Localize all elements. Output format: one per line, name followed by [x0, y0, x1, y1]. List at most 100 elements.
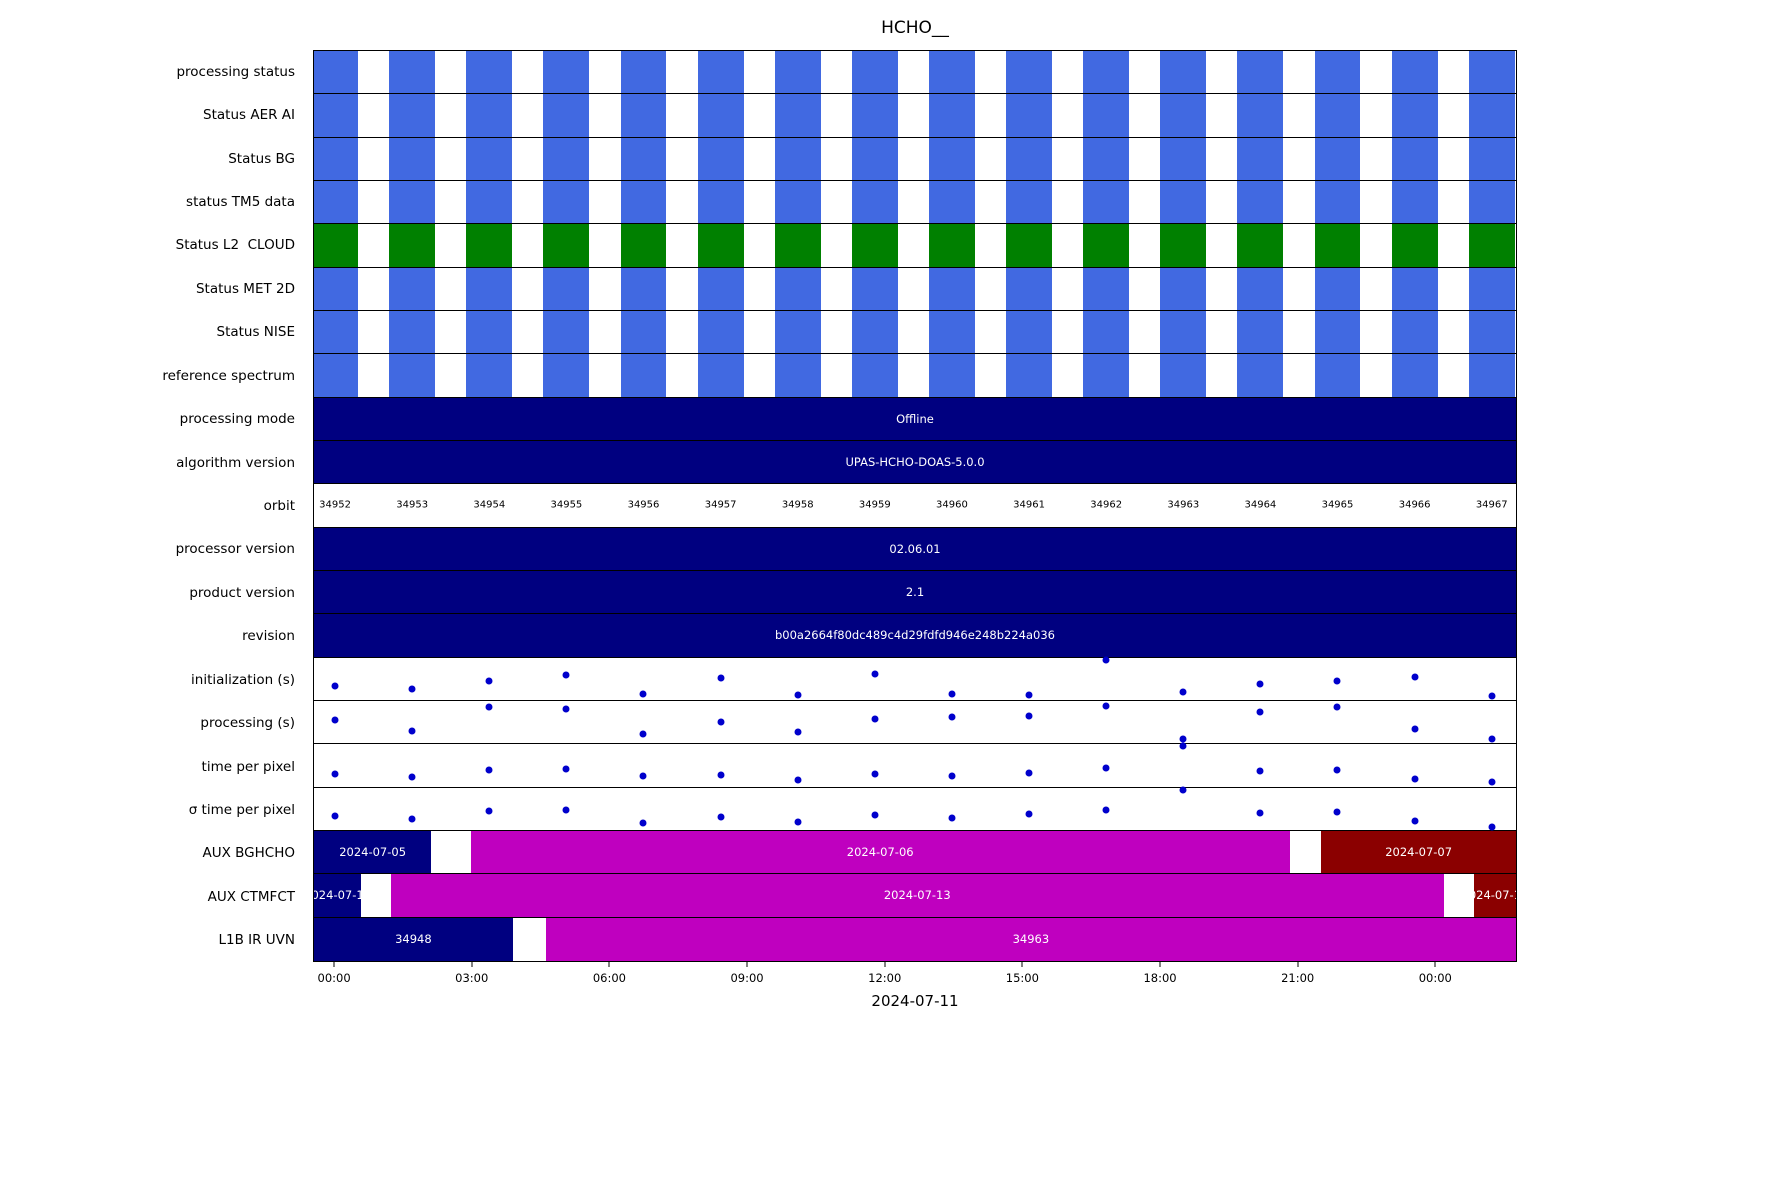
status-block	[314, 311, 358, 354]
status-block	[851, 94, 898, 137]
orbit-number: 34965	[1321, 499, 1354, 511]
row-label: Status MET 2D	[195, 280, 295, 297]
status-block	[697, 51, 744, 94]
status-block	[466, 51, 513, 94]
row-orbits: 34952 34953 34954 34955 34956 34957 34958 34959…	[314, 484, 1516, 528]
status-block	[929, 311, 975, 354]
scatter-dot	[948, 814, 956, 822]
row-label: AUX CTMFCT	[207, 888, 295, 905]
status-block	[389, 137, 436, 180]
orbit-number: 34966	[1398, 499, 1431, 511]
status-block	[1160, 181, 1207, 224]
scatter-dot	[1025, 769, 1033, 777]
status-block	[697, 354, 744, 397]
orbit-number: 34961	[1013, 499, 1045, 511]
row-fullbar: b00a2664f80dc489c4d29fdfd946e248b224a036	[314, 614, 1516, 658]
scatter-dot	[948, 690, 956, 698]
status-block	[1468, 354, 1515, 397]
row-segments: 34948 34963	[314, 917, 1516, 961]
scatter-dot	[1411, 817, 1419, 825]
status-block	[774, 224, 821, 267]
status-block	[1391, 181, 1438, 224]
status-block	[1237, 354, 1284, 397]
status-block	[314, 94, 358, 137]
scatter-dot	[408, 727, 416, 735]
timeline-segment: 2024-07-12	[314, 874, 362, 917]
status-block	[774, 181, 821, 224]
row-label-column: processing status Status AER AI Status BG s…	[0, 50, 303, 962]
status-block	[1160, 224, 1207, 267]
status-block	[1237, 311, 1284, 354]
scatter-dot	[794, 691, 802, 699]
scatter-dot	[485, 807, 493, 815]
orbit-number: 34963	[1167, 499, 1200, 511]
x-tick	[471, 962, 473, 967]
value-bar: b00a2664f80dc489c4d29fdfd946e248b224a036	[314, 614, 1516, 657]
status-block	[543, 311, 590, 354]
row-segments: 2024-07-12 2024-07-13 2024-07-14	[314, 874, 1516, 918]
orbit-number: 34959	[858, 499, 891, 511]
status-block	[1391, 224, 1438, 267]
row-label: algorithm version	[176, 454, 295, 471]
status-block	[1083, 224, 1130, 267]
row-label: processing status	[176, 63, 295, 80]
status-block	[1468, 137, 1515, 180]
status-block	[774, 311, 821, 354]
scatter-dot	[871, 670, 879, 678]
row-label: product version	[189, 584, 295, 601]
scatter-dot	[794, 818, 802, 826]
row-scatter	[314, 656, 1516, 701]
status-block	[1006, 224, 1052, 267]
status-block	[851, 311, 898, 354]
status-block	[1006, 267, 1052, 310]
status-block	[1391, 51, 1438, 94]
timeline-segment: 34963	[545, 917, 1516, 961]
scatter-dot	[794, 728, 802, 736]
timeline-segment: 2024-07-05	[314, 831, 432, 874]
status-block	[1160, 267, 1207, 310]
status-block	[466, 94, 513, 137]
scatter-dot	[948, 772, 956, 780]
scatter-dot	[1333, 766, 1341, 774]
timeline-segment: 2024-07-14	[1473, 874, 1516, 917]
x-axis-label: 2024-07-11	[871, 992, 959, 1010]
x-tick	[1159, 962, 1161, 967]
scatter-dot	[871, 770, 879, 778]
row-fullbar: 2.1	[314, 571, 1516, 615]
scatter-dot	[948, 713, 956, 721]
scatter-dot	[794, 776, 802, 784]
row-label: processing mode	[179, 411, 295, 428]
status-block	[1391, 267, 1438, 310]
status-block	[1006, 311, 1052, 354]
status-block	[697, 224, 744, 267]
status-block	[620, 267, 667, 310]
row-label: Status BG	[228, 150, 295, 167]
scatter-dot	[562, 806, 570, 814]
scatter-dot	[485, 766, 493, 774]
orbit-number: 34957	[704, 499, 737, 511]
status-block	[1314, 181, 1361, 224]
row-label: status TM5 data	[186, 193, 295, 210]
scatter-dot	[1488, 823, 1496, 831]
orbit-number: 34952	[319, 499, 351, 511]
scatter-dot	[717, 674, 725, 682]
orbit-number: 34958	[781, 499, 814, 511]
status-block	[389, 51, 436, 94]
scatter-dot	[1488, 692, 1496, 700]
row-blocks	[314, 181, 1516, 225]
status-block	[929, 51, 975, 94]
x-tick	[1434, 962, 1436, 967]
scatter-dot	[408, 815, 416, 823]
row-blocks	[314, 354, 1516, 398]
x-tick-label: 18:00	[1143, 971, 1177, 985]
status-block	[697, 311, 744, 354]
scatter-dot	[1256, 680, 1264, 688]
status-block	[1314, 51, 1361, 94]
status-block	[620, 137, 667, 180]
row-label: initialization (s)	[191, 671, 295, 688]
status-block	[543, 354, 590, 397]
status-block	[620, 51, 667, 94]
status-block	[543, 137, 590, 180]
status-block	[851, 354, 898, 397]
